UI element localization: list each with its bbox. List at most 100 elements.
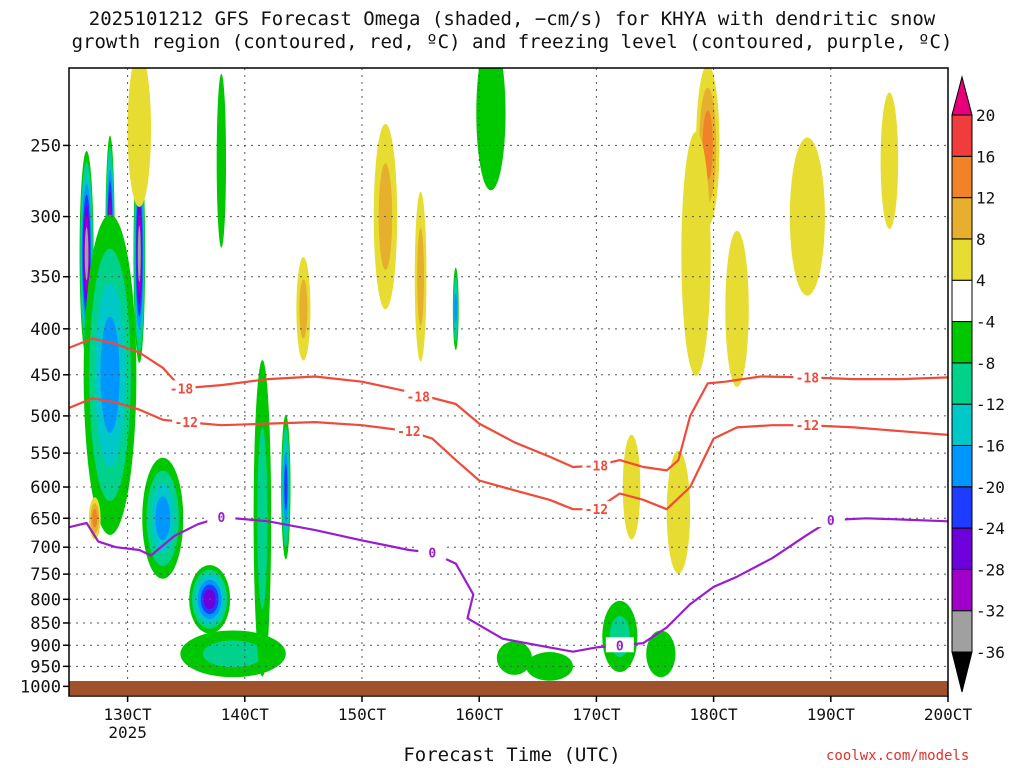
freezing-level-contour-label: 0 bbox=[217, 511, 225, 526]
omega-cell bbox=[725, 230, 749, 387]
y-tick-label: 900 bbox=[30, 636, 61, 656]
x-tick-label: 130CT bbox=[104, 705, 153, 724]
plot-frame bbox=[68, 67, 949, 697]
y-tick-label: 450 bbox=[30, 366, 61, 386]
colorbar-label: -4 bbox=[976, 313, 995, 332]
colorbar-box bbox=[951, 486, 973, 529]
chart-title-line1: 2025101212 GFS Forecast Omega (shaded, −… bbox=[88, 8, 936, 30]
colorbar: -36 -32 -28 -24 -20 -16 -12 -8 -4 4 8 12 16 20 bbox=[951, 75, 1005, 693]
chart-title-line2: growth region (contoured, red, ºC) and f… bbox=[71, 31, 953, 53]
colorbar-box bbox=[951, 568, 973, 612]
dgz-contour-label-bg bbox=[172, 414, 201, 430]
colorbar-label: 4 bbox=[976, 271, 986, 290]
dgz-contour-label: -18 bbox=[170, 382, 194, 397]
colorbar-label: -16 bbox=[976, 436, 1005, 455]
y-tick-label: 650 bbox=[30, 509, 61, 529]
omega-cell bbox=[137, 225, 141, 282]
dgz-contour-label: -12 bbox=[585, 503, 608, 518]
colorbar-box bbox=[951, 403, 973, 446]
omega-cell bbox=[476, 68, 506, 191]
x-tick-label: 150CT bbox=[338, 705, 387, 724]
freezing-level-contour-label-bg bbox=[207, 509, 236, 525]
y-tick-label: 1000 bbox=[20, 677, 61, 697]
y-tick-label: 750 bbox=[30, 565, 61, 585]
omega-shading bbox=[79, 68, 899, 681]
freezing-level-contour-label-bg bbox=[418, 544, 447, 560]
colorbar-box bbox=[951, 155, 973, 199]
y-tick-label: 550 bbox=[30, 444, 61, 464]
dgz-contour-label-bg bbox=[394, 423, 423, 439]
freezing-level-contour-label: 0 bbox=[428, 547, 436, 562]
colorbar-label: 16 bbox=[976, 147, 995, 166]
omega-cell bbox=[202, 640, 264, 668]
colorbar-label: 8 bbox=[976, 230, 986, 249]
x-tick-label: 170CT bbox=[572, 705, 621, 724]
colorbar-box bbox=[951, 114, 973, 157]
x-axis-title: Forecast Time (UTC) bbox=[403, 744, 621, 766]
x-tick-label: 180CT bbox=[690, 705, 739, 724]
omega-cell bbox=[681, 131, 711, 376]
omega-cell bbox=[100, 316, 120, 433]
omega-cell bbox=[496, 641, 532, 675]
x-tick-label: 140CT bbox=[221, 705, 270, 724]
y-tick-label: 700 bbox=[30, 538, 61, 558]
colorbar-label: 12 bbox=[976, 189, 995, 208]
colorbar-label: -24 bbox=[976, 519, 1005, 538]
dgz-contour-label-bg bbox=[404, 388, 433, 404]
colorbar-box bbox=[951, 197, 973, 240]
colorbar-label: -12 bbox=[976, 395, 1005, 414]
freezing-level-contour-label: 0 bbox=[827, 514, 835, 529]
colorbar-box bbox=[951, 362, 973, 405]
omega-cell bbox=[789, 137, 825, 296]
y-tick-label: 500 bbox=[30, 407, 61, 427]
colorbar-bottom-triangle bbox=[951, 651, 973, 693]
colorbar-box bbox=[951, 610, 973, 653]
colorbar-label: -36 bbox=[976, 643, 1005, 662]
omega-cell bbox=[155, 496, 171, 541]
x-tick-label: 160CT bbox=[455, 705, 504, 724]
omega-cell bbox=[127, 68, 152, 207]
y-tick-label: 850 bbox=[30, 614, 61, 634]
colorbar-box bbox=[951, 238, 973, 281]
ground-strip bbox=[69, 681, 948, 695]
contours: -18 -18 -18 -18 -12 -12 -12 -12 0 0 0 0 bbox=[69, 337, 948, 654]
dgz-contour-label-bg bbox=[167, 380, 196, 396]
colorbar-top-triangle bbox=[951, 75, 973, 116]
x-tick-sublabel: 2025 bbox=[108, 723, 147, 742]
omega-cell bbox=[526, 651, 573, 681]
colorbar-box bbox=[951, 279, 973, 323]
y-axis: 2503003504004505005506006507007508008509… bbox=[20, 136, 69, 697]
freezing-level-contour-label: 0 bbox=[616, 639, 624, 654]
omega-cell bbox=[257, 427, 268, 610]
dgz-contour-label-bg bbox=[582, 501, 611, 517]
freezing-level-contour-label-bg bbox=[816, 512, 845, 528]
dgz-contour-label: -18 bbox=[585, 460, 609, 475]
omega-cell bbox=[646, 630, 676, 678]
omega-cell bbox=[454, 293, 458, 324]
x-tick-label: 190CT bbox=[807, 705, 856, 724]
dgz-contour-label-bg bbox=[582, 457, 611, 473]
dgz-contour-label-bg bbox=[793, 417, 822, 433]
credit-link[interactable]: coolwx.com/models bbox=[826, 748, 970, 764]
omega-cell bbox=[666, 450, 691, 574]
colorbar-box bbox=[951, 444, 973, 488]
dgz-contour-label-bg bbox=[793, 369, 822, 385]
y-tick-label: 350 bbox=[30, 268, 61, 288]
omega-cell bbox=[299, 279, 308, 339]
y-tick-label: 800 bbox=[30, 590, 61, 610]
colorbar-box bbox=[951, 527, 973, 570]
freezing-level-contour bbox=[69, 516, 948, 653]
y-tick-label: 250 bbox=[30, 136, 61, 156]
colorbar-label: -8 bbox=[976, 354, 995, 373]
colorbar-label: 20 bbox=[976, 106, 995, 125]
omega-cell bbox=[92, 509, 98, 528]
colorbar-label: -28 bbox=[976, 560, 1005, 579]
omega-cell bbox=[622, 434, 641, 540]
omega-cell bbox=[284, 463, 288, 511]
dgz-contour-label: -18 bbox=[796, 371, 820, 386]
omega-cell bbox=[84, 227, 89, 281]
omega-cell bbox=[880, 92, 899, 229]
dgz-contour-label: -18 bbox=[407, 391, 431, 406]
colorbar-label: -20 bbox=[976, 478, 1005, 497]
